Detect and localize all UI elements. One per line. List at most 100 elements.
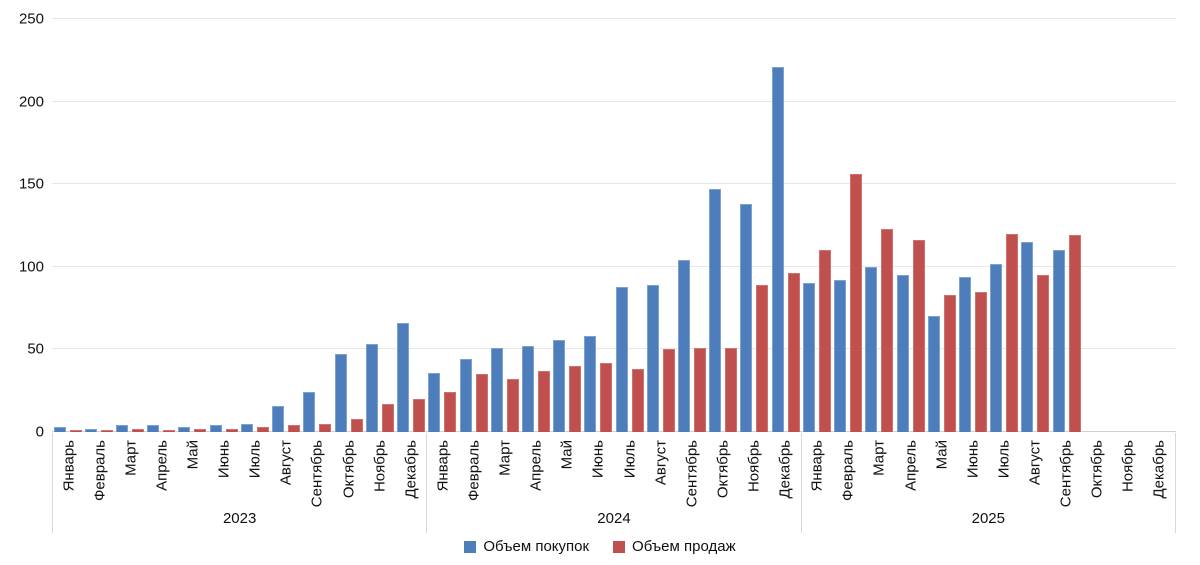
month-label-2023-2: Февраль [84, 433, 115, 507]
month-label-2023-9: Сентябрь [302, 433, 333, 507]
purchases-bar-2023-4 [147, 425, 160, 432]
month-label-2024-6: Июнь [583, 433, 614, 507]
year-group-2025 [801, 19, 1176, 432]
purchases-bar-2024-9 [678, 260, 691, 432]
month-label-text: Январь [434, 440, 452, 492]
month-label-2023-3: Март [115, 433, 146, 507]
x-axis-group-2023: Январь Февраль Март Апрель Май Июнь Июль Август… [52, 433, 428, 533]
month-labels-2023: Январь Февраль Март Апрель Май Июнь Июль Август… [53, 433, 426, 507]
purchases-bar-2024-12 [771, 66, 784, 432]
month-label-text: Август [1026, 440, 1044, 486]
gridline-250 [52, 18, 1176, 19]
month-label-text: Август [277, 440, 295, 486]
month-label-2024-2: Февраль [458, 433, 489, 507]
month-label-text: Февраль [839, 440, 857, 501]
month-label-text: Октябрь [340, 440, 358, 499]
purchases-bar-2023-6 [209, 425, 222, 432]
month-slot-2025-2 [833, 19, 864, 432]
month-label-text: Сентябрь [1057, 440, 1075, 508]
sales-bar-2023-1 [69, 430, 82, 432]
month-label-text: Ноябрь [745, 440, 763, 493]
legend: Объем покупок Объем продаж [0, 538, 1200, 555]
year-label-2023: 2023 [222, 510, 257, 527]
year-label-2025: 2025 [971, 510, 1005, 527]
month-label-2025-11: Ноябрь [1113, 433, 1144, 507]
month-label-2024-9: Сентябрь [676, 433, 707, 507]
sales-bar-2025-7 [1006, 233, 1019, 432]
sales-bar-2024-8 [662, 349, 675, 432]
month-slot-2024-6 [583, 19, 614, 432]
month-label-2023-11: Ноябрь [364, 433, 395, 507]
month-label-2023-4: Апрель [146, 433, 177, 507]
month-label-2025-5: Май [926, 433, 957, 507]
month-label-text: Сентябрь [308, 440, 326, 508]
month-label-2025-10: Октябрь [1082, 433, 1113, 507]
purchases-bar-2023-12 [397, 323, 410, 432]
purchases-bar-2024-7 [615, 286, 628, 432]
purchases-bar-2023-10 [334, 354, 347, 432]
x-axis: Январь Февраль Март Апрель Май Июнь Июль Август… [52, 433, 1176, 533]
sales-bar-2024-9 [694, 347, 707, 432]
month-slot-2024-11 [739, 19, 770, 432]
month-label-text: Март [496, 440, 514, 476]
sales-bar-2023-8 [288, 425, 301, 432]
purchases-bar-2025-8 [1021, 242, 1034, 432]
sales-bar-2025-9 [1068, 235, 1081, 432]
month-slot-2024-12 [770, 19, 801, 432]
plot-area: 0 50 100 150 200 250 [19, 12, 1176, 440]
month-slot-2024-1 [427, 19, 458, 432]
y-axis-label-150: 150 [18, 175, 44, 193]
purchases-bar-2024-6 [584, 336, 597, 432]
month-slot-2023-2 [83, 19, 114, 432]
sales-bar-2025-5 [943, 294, 956, 432]
year-label-2024: 2024 [597, 510, 631, 527]
sales-bar-2024-4 [537, 370, 550, 432]
sales-bar-2024-2 [475, 374, 488, 432]
month-label-text: Август [652, 440, 670, 486]
sales-bar-2023-5 [194, 428, 207, 432]
month-label-2025-7: Июль [988, 433, 1019, 507]
month-label-2023-6: Июнь [209, 433, 240, 507]
sales-bar-2025-4 [912, 240, 925, 432]
month-label-text: Июнь [964, 440, 982, 479]
month-label-2025-8: Август [1019, 433, 1050, 507]
y-axis-label-250: 250 [18, 10, 44, 28]
sales-bar-2023-9 [319, 423, 332, 432]
sales-bar-2024-7 [631, 369, 644, 432]
x-axis-group-2025: Январь Февраль Март Апрель Май Июнь Июль Август… [802, 433, 1176, 533]
month-label-text: Декабрь [776, 440, 794, 499]
month-slot-2025-11 [1114, 19, 1145, 432]
legend-item-sales: Объем продаж [613, 538, 736, 555]
sales-bar-2025-6 [975, 291, 988, 432]
month-label-text: Март [122, 440, 140, 476]
month-slot-2024-3 [489, 19, 520, 432]
month-label-text: Июль [246, 440, 264, 479]
year-group-2023 [52, 19, 427, 432]
purchases-bar-2025-5 [927, 316, 940, 432]
month-label-2025-12: Декабрь [1144, 433, 1175, 507]
month-slot-2025-10 [1082, 19, 1113, 432]
month-label-text: Ноябрь [1119, 440, 1137, 493]
purchases-bar-2023-8 [272, 405, 285, 432]
purchases-bar-2024-10 [709, 189, 722, 432]
sales-bar-2023-4 [163, 430, 176, 432]
sales-bar-2023-10 [350, 418, 363, 432]
month-slot-2025-6 [957, 19, 988, 432]
sales-bar-2023-7 [256, 427, 269, 432]
month-label-text: Декабрь [402, 440, 420, 499]
month-slot-2025-7 [989, 19, 1020, 432]
month-slot-2025-3 [864, 19, 895, 432]
month-label-2024-5: Май [552, 433, 583, 507]
month-slot-2023-8 [271, 19, 302, 432]
month-label-2023-8: Август [271, 433, 302, 507]
year-group-2024 [427, 19, 802, 432]
sales-bar-2023-12 [413, 399, 426, 432]
month-label-text: Июнь [589, 440, 607, 479]
month-label-text: Июль [995, 440, 1013, 479]
month-label-text: Октябрь [1088, 440, 1106, 499]
month-slot-2023-1 [52, 19, 83, 432]
month-label-text: Июнь [215, 440, 233, 479]
purchases-bar-2025-6 [959, 276, 972, 432]
month-slot-2024-5 [552, 19, 583, 432]
